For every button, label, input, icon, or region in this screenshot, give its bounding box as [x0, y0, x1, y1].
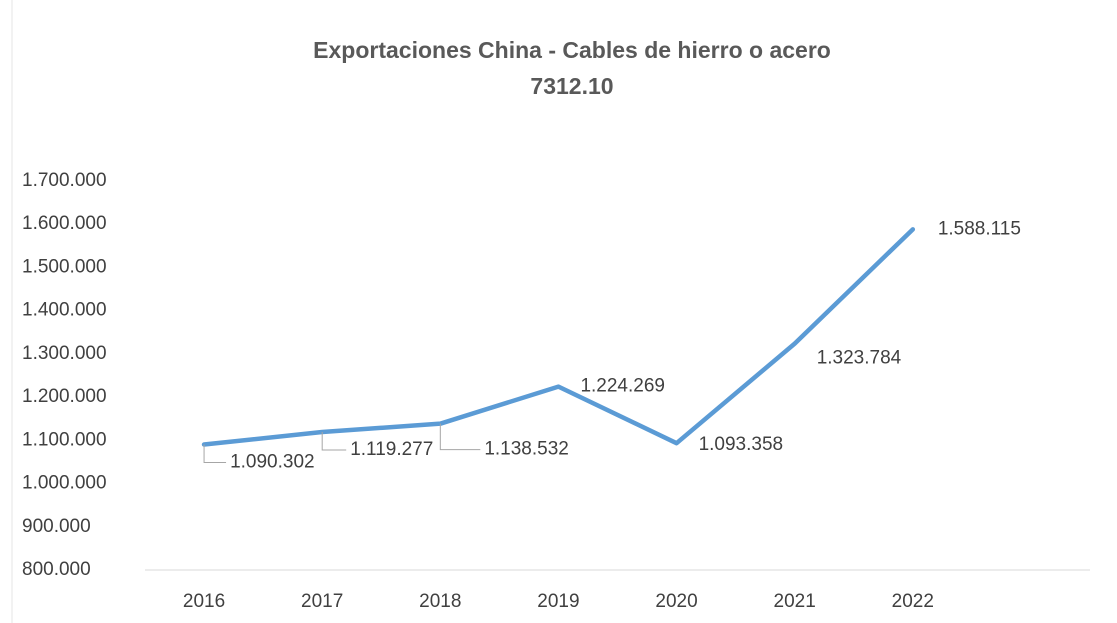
y-tick-label: 1.100.000 — [22, 429, 107, 450]
data-label: 1.090.302 — [230, 452, 315, 473]
x-tick-label: 2021 — [774, 591, 816, 612]
y-tick-label: 800.000 — [22, 559, 91, 580]
data-label: 1.588.115 — [938, 218, 1021, 239]
line-series — [201, 227, 916, 447]
leader-line — [321, 432, 347, 451]
data-label: 1.224.269 — [580, 376, 665, 397]
chart-subtitle: 7312.10 — [530, 73, 613, 99]
y-tick-label: 1.600.000 — [22, 213, 107, 234]
data-label: 1.138.532 — [484, 439, 569, 460]
x-tick-label: 2016 — [183, 591, 225, 612]
y-tick-label: 1.000.000 — [22, 473, 107, 494]
data-label: 1.323.784 — [817, 348, 902, 369]
y-tick-label: 1.400.000 — [22, 300, 107, 321]
data-label: 1.119.277 — [350, 439, 433, 460]
leader-line — [439, 423, 481, 451]
y-tick-label: 900.000 — [22, 516, 91, 537]
chart-title: Exportaciones China - Cables de hierro o… — [313, 37, 831, 63]
x-tick-label: 2017 — [301, 591, 343, 612]
leader-line — [203, 444, 227, 464]
x-tick-label: 2020 — [655, 591, 697, 612]
y-tick-label: 1.300.000 — [22, 343, 107, 364]
y-tick-label: 1.500.000 — [22, 256, 107, 277]
x-tick-label: 2019 — [537, 591, 579, 612]
data-label: 1.093.358 — [699, 434, 784, 455]
x-tick-label: 2022 — [892, 591, 934, 612]
x-tick-label: 2018 — [419, 591, 461, 612]
y-tick-label: 1.700.000 — [22, 170, 107, 191]
y-tick-label: 1.200.000 — [22, 386, 107, 407]
